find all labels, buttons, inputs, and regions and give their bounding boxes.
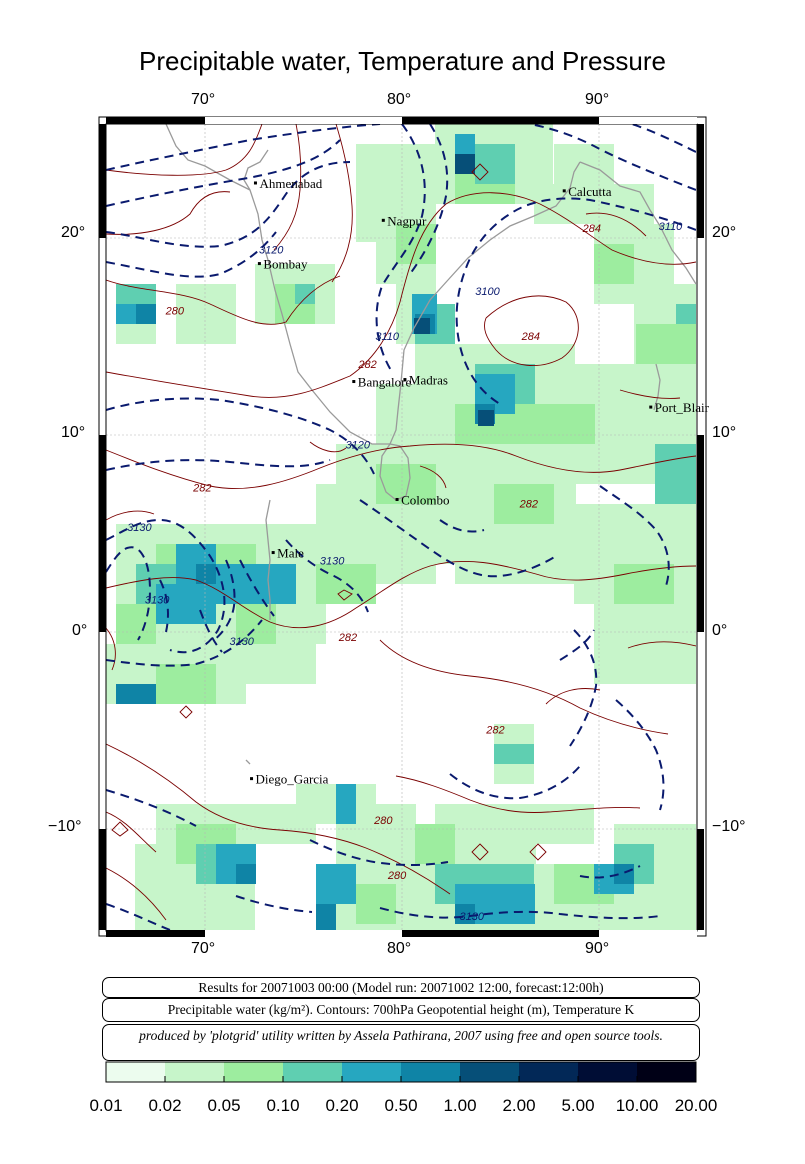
city-marker [395, 497, 399, 501]
height-contour-label: 3130 [229, 636, 254, 648]
lon-label-top-90: 90° [585, 91, 610, 108]
colorbar-swatch [519, 1062, 578, 1082]
temperature-contour-label: 284 [582, 223, 601, 235]
lat-label-right-0: 0° [712, 622, 728, 639]
colorbar-swatch [342, 1062, 401, 1082]
colorbar-swatch [578, 1062, 637, 1082]
colorbar-swatch [165, 1062, 224, 1082]
colorbar-label: 10.00 [615, 1096, 659, 1115]
temperature-contour-label: 282 [519, 498, 538, 510]
city-marker [250, 777, 254, 781]
city-label: Diego_Garcia [256, 772, 329, 787]
lat-label-right-minus10: −10° [712, 818, 746, 835]
colorbar-swatch [401, 1062, 460, 1082]
temperature-contour-label: 280 [165, 306, 185, 318]
results-caption: Results for 20071003 00:00 (Model run: 2… [102, 977, 700, 998]
height-contour-label: 3110 [375, 331, 400, 343]
colorbar-label: 20.00 [674, 1096, 718, 1115]
city-marker [381, 218, 385, 222]
geopotential-contours [106, 124, 696, 930]
height-contour-label: 3130 [320, 555, 345, 567]
city-markers: Ahmenabad Calcutta Nagpur Bombay MadrasBanga… [250, 176, 710, 787]
colorbar-label: 0.10 [266, 1096, 300, 1115]
lat-label-left-0: 0° [72, 622, 88, 639]
city-marker [253, 181, 257, 185]
credits-caption: produced by 'plotgrid' utility written b… [102, 1024, 700, 1061]
colorbar-swatch [637, 1062, 696, 1082]
city-marker [352, 380, 356, 384]
contour-labels: 3110 284 3120 280 3100 3110 284 282 3120 282 282 31… [127, 221, 683, 923]
variables-caption: Precipitable water (kg/m²). Contours: 70… [102, 998, 700, 1022]
temperature-contour-label: 282 [485, 724, 504, 736]
temperature-contours [106, 124, 696, 921]
lon-label-bottom-80: 80° [387, 940, 412, 957]
colorbar-label: 0.01 [89, 1096, 123, 1115]
height-contour-label: 3130 [127, 522, 152, 534]
temperature-contour-label: 280 [387, 870, 407, 882]
precipitable-water-layer [106, 124, 696, 930]
colorbar [105, 1061, 697, 1083]
height-contour-label: 3110 [659, 221, 684, 233]
colorbar-swatch [224, 1062, 283, 1082]
city-label: Calcutta [568, 184, 612, 199]
height-contour-label: 3130 [145, 595, 170, 607]
city-label: Colombo [401, 492, 449, 507]
city-marker [562, 189, 566, 193]
city-marker [271, 551, 275, 555]
city-label: Nagpur [387, 213, 427, 228]
height-contour-label: 3130 [460, 911, 485, 923]
colorbar-label: 0.20 [325, 1096, 359, 1115]
city-label: Bombay [263, 257, 308, 272]
temperature-contour-label: 282 [192, 483, 211, 495]
colorbar-label: 0.02 [148, 1096, 182, 1115]
colorbar-label: 1.00 [443, 1096, 477, 1115]
lon-label-bottom-70: 70° [191, 940, 216, 957]
city-label: Male [277, 546, 304, 561]
lat-label-left-minus10: −10° [48, 818, 82, 835]
lat-label-right-20: 20° [712, 224, 737, 241]
city-label: Bangalore [358, 375, 412, 390]
temperature-contour-label: 282 [338, 632, 357, 644]
colorbar-swatch [460, 1062, 519, 1082]
city-label: Ahmenabad [259, 176, 322, 191]
colorbar-label: 0.50 [384, 1096, 418, 1115]
lat-label-right-10: 10° [712, 424, 737, 441]
city-marker [403, 378, 407, 382]
colorbar-label: 5.00 [561, 1096, 595, 1115]
map-title: Precipitable water, Temperature and Pres… [138, 46, 667, 76]
lat-label-left-10: 10° [61, 424, 86, 441]
city-label: Madras [409, 373, 448, 388]
lon-label-top-80: 80° [387, 91, 412, 108]
temperature-contour-label: 282 [357, 359, 376, 371]
city-marker [649, 405, 653, 409]
colorbar-label: 0.05 [207, 1096, 241, 1115]
city-marker [257, 262, 261, 266]
lat-label-left-20: 20° [61, 224, 86, 241]
lon-label-top-70: 70° [191, 91, 216, 108]
colorbar-label: 2.00 [502, 1096, 536, 1115]
colorbar-swatch [106, 1062, 165, 1082]
map-frame [98, 116, 707, 937]
temperature-contour-label: 280 [373, 815, 393, 827]
coastline [165, 124, 696, 765]
temperature-contour-label: 284 [521, 331, 540, 343]
colorbar-swatch [283, 1062, 342, 1082]
city-label: Port_Blair [655, 400, 710, 415]
lon-label-bottom-90: 90° [585, 940, 610, 957]
height-contour-label: 3120 [345, 439, 370, 451]
height-contour-label: 3120 [259, 245, 284, 257]
height-contour-label: 3100 [475, 286, 500, 298]
